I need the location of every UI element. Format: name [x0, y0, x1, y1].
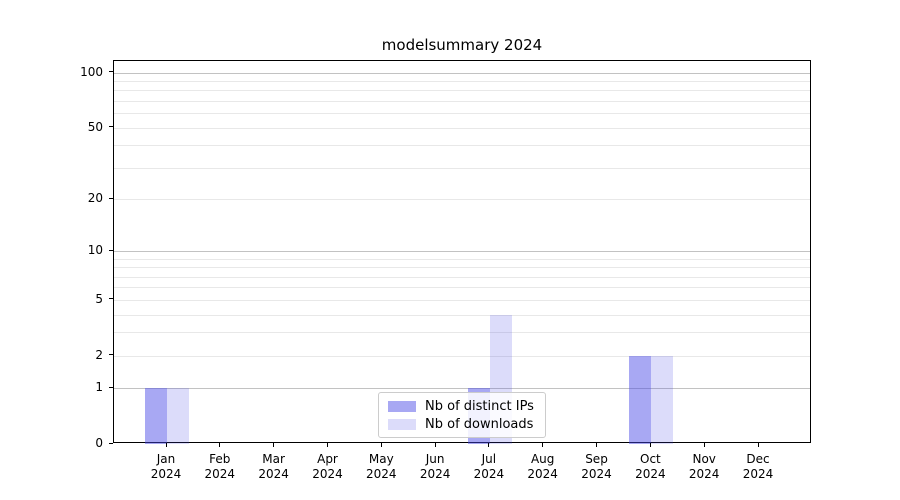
x-tick-label: Dec 2024: [742, 452, 774, 481]
major-gridline: [114, 72, 810, 74]
y-tick-label: 20: [87, 191, 103, 205]
x-tick-label: Mar 2024: [258, 452, 289, 481]
minor-gridline: [114, 127, 810, 129]
y-tick-label: 2: [95, 347, 103, 362]
minor-gridline: [114, 199, 810, 200]
x-tick-mark: [488, 443, 490, 447]
x-tick-label: Sep 2024: [581, 452, 612, 481]
minor-gridline: [114, 145, 810, 147]
minor-gridline: [114, 81, 810, 82]
y-tick-mark: [109, 354, 113, 356]
minor-gridline: [114, 167, 810, 169]
minor-gridline: [114, 90, 810, 92]
x-tick-mark: [165, 443, 167, 447]
legend-label: Nb of downloads: [425, 416, 534, 432]
y-tick-mark: [109, 442, 113, 444]
chart-title: modelsummary 2024: [381, 36, 543, 54]
y-tick-label: 100: [80, 64, 103, 79]
bar-downloads: [651, 355, 674, 444]
y-tick-mark: [109, 298, 113, 300]
y-tick-mark: [109, 71, 113, 73]
bar-distinct-ips: [145, 388, 167, 444]
x-tick-mark: [596, 443, 597, 447]
minor-gridline: [114, 267, 810, 269]
minor-gridline: [114, 258, 810, 260]
legend-item: Nb of downloads: [388, 417, 536, 432]
x-tick-mark: [219, 443, 221, 447]
x-tick-mark: [649, 443, 651, 447]
y-tick-label: 10: [87, 243, 103, 257]
x-tick-mark: [380, 443, 382, 447]
minor-gridline: [114, 314, 810, 316]
x-tick-label: Aug 2024: [527, 452, 558, 481]
x-tick-mark: [703, 443, 705, 447]
x-tick-label: Nov 2024: [688, 452, 720, 481]
y-tick-mark: [109, 197, 113, 199]
y-tick-label: 0: [95, 436, 103, 450]
x-tick-mark: [327, 443, 328, 447]
x-tick-label: Jun 2024: [419, 452, 451, 481]
legend: Nb of distinct IPs Nb of downloads: [378, 392, 546, 438]
x-tick-mark: [273, 443, 275, 447]
major-gridline: [114, 388, 810, 390]
x-tick-label: Feb 2024: [204, 452, 236, 481]
legend-swatch-icon: [388, 418, 416, 430]
major-gridline: [114, 251, 810, 252]
minor-gridline: [114, 287, 810, 289]
minor-gridline: [114, 113, 810, 115]
bar-distinct-ips: [629, 355, 652, 444]
x-tick-mark: [542, 443, 544, 447]
y-tick-mark: [109, 386, 113, 388]
legend-swatch-icon: [388, 400, 416, 412]
y-tick-label: 5: [95, 291, 103, 306]
y-tick-mark: [109, 249, 113, 251]
x-tick-label: Apr 2024: [312, 452, 343, 481]
x-tick-label: May 2024: [366, 452, 397, 481]
x-tick-label: Oct 2024: [635, 452, 666, 481]
x-tick-mark: [757, 443, 759, 447]
plot-area: Nb of distinct IPs Nb of downloads: [113, 60, 811, 444]
y-tick-mark: [109, 126, 113, 128]
legend-label: Nb of distinct IPs: [425, 398, 534, 414]
minor-gridline: [114, 332, 810, 334]
x-tick-mark: [434, 443, 436, 447]
minor-gridline: [114, 101, 810, 102]
minor-gridline: [114, 299, 810, 301]
x-tick-label: Jul 2024: [473, 452, 505, 481]
x-tick-label: Jan 2024: [150, 452, 182, 481]
legend-item: Nb of distinct IPs: [388, 399, 536, 414]
bar-downloads: [167, 388, 189, 444]
minor-gridline: [114, 355, 810, 357]
y-tick-label: 1: [95, 380, 103, 395]
y-tick-label: 50: [87, 119, 103, 134]
minor-gridline: [114, 276, 810, 278]
